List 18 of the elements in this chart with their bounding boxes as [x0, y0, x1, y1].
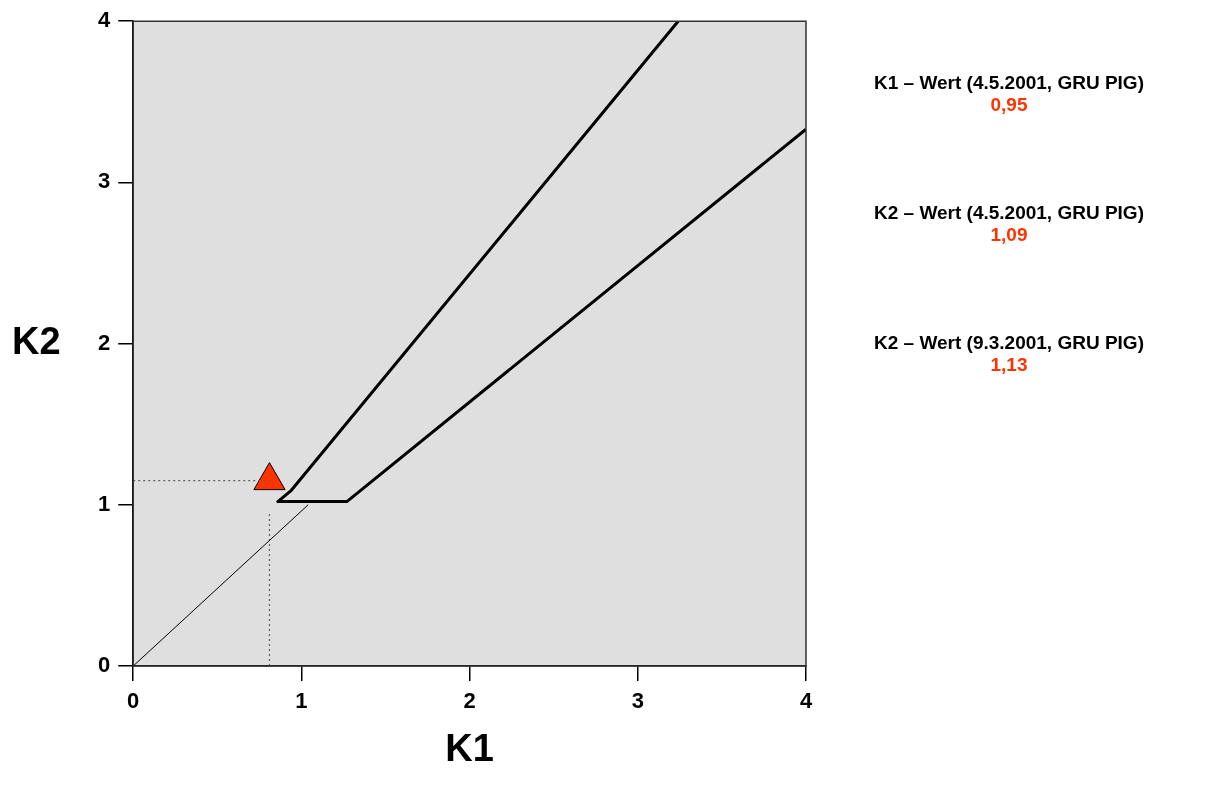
- x-tick-label: 2: [463, 688, 476, 714]
- text: 0,95: [989, 94, 1029, 116]
- y-tick-label: 0: [97, 652, 111, 678]
- x-tick-label: 0: [127, 688, 140, 714]
- y-tick-label: 3: [97, 168, 111, 194]
- text: K1 – Wert (4.5.2001, GRU PIG): [873, 72, 1145, 94]
- y-tick-label: 2: [97, 329, 111, 355]
- text: K2 – Wert (9.3.2001, GRU PIG): [873, 332, 1145, 354]
- text: K2 – Wert (4.5.2001, GRU PIG): [873, 202, 1145, 224]
- x-axis-title: K1: [445, 726, 494, 769]
- y-tick-label: 1: [97, 490, 111, 516]
- text: 1,13: [989, 354, 1029, 376]
- x-tick-label: 4: [799, 688, 813, 714]
- x-tick-label: 3: [631, 688, 644, 714]
- y-axis-title: K2: [12, 320, 61, 363]
- text: 1,09: [989, 224, 1029, 246]
- y-tick-label: 4: [97, 7, 111, 33]
- x-tick-label: 1: [295, 688, 308, 714]
